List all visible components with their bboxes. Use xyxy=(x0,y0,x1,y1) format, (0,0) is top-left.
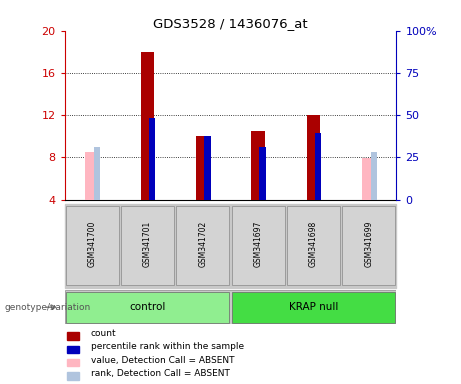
Text: GSM341699: GSM341699 xyxy=(364,221,373,267)
Bar xyxy=(67,359,79,366)
Bar xyxy=(231,292,396,323)
Bar xyxy=(95,147,100,200)
Bar xyxy=(371,152,377,200)
Title: GDS3528 / 1436076_at: GDS3528 / 1436076_at xyxy=(153,17,308,30)
Text: KRAP null: KRAP null xyxy=(289,302,338,312)
Bar xyxy=(67,346,79,353)
Bar xyxy=(362,159,376,200)
Bar xyxy=(176,206,230,285)
Bar xyxy=(231,206,285,285)
Bar xyxy=(196,136,210,200)
Text: count: count xyxy=(91,329,116,338)
Bar xyxy=(85,152,99,200)
Bar xyxy=(65,206,119,285)
Text: GSM341702: GSM341702 xyxy=(198,221,207,267)
Bar xyxy=(251,131,265,200)
Bar xyxy=(121,206,174,285)
Bar xyxy=(287,206,340,285)
Text: rank, Detection Call = ABSENT: rank, Detection Call = ABSENT xyxy=(91,369,230,378)
Text: percentile rank within the sample: percentile rank within the sample xyxy=(91,342,244,351)
Bar xyxy=(67,332,79,339)
Bar xyxy=(307,115,320,200)
Text: genotype/variation: genotype/variation xyxy=(5,303,91,312)
Text: GSM341698: GSM341698 xyxy=(309,221,318,267)
Bar xyxy=(65,292,230,323)
Text: control: control xyxy=(130,302,165,312)
Bar xyxy=(67,372,79,380)
Text: GSM341697: GSM341697 xyxy=(254,221,263,267)
Bar xyxy=(204,136,211,200)
Text: value, Detection Call = ABSENT: value, Detection Call = ABSENT xyxy=(91,356,234,364)
Bar xyxy=(148,118,155,200)
Text: GSM341701: GSM341701 xyxy=(143,221,152,267)
Text: GSM341700: GSM341700 xyxy=(88,221,97,267)
Bar xyxy=(342,206,396,285)
Bar xyxy=(314,133,321,200)
Bar xyxy=(259,147,266,200)
Bar xyxy=(141,52,154,200)
